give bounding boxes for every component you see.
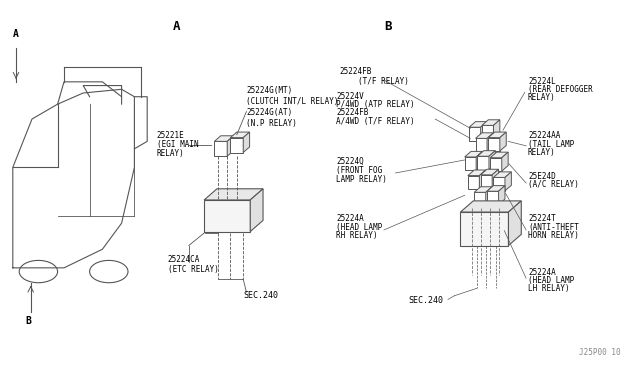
Text: A: A xyxy=(173,20,180,33)
Polygon shape xyxy=(227,136,234,156)
Text: 25224V: 25224V xyxy=(336,92,364,100)
Polygon shape xyxy=(477,151,495,156)
Polygon shape xyxy=(482,120,500,125)
Text: (REAR DEFOGGER: (REAR DEFOGGER xyxy=(528,85,593,94)
Polygon shape xyxy=(502,152,508,171)
Text: P/4WD (ATP RELAY): P/4WD (ATP RELAY) xyxy=(336,100,415,109)
Polygon shape xyxy=(487,186,505,191)
Text: RELAY): RELAY) xyxy=(528,93,556,102)
Bar xyxy=(488,138,500,151)
Text: (A/C RELAY): (A/C RELAY) xyxy=(528,180,579,189)
Text: 25224T: 25224T xyxy=(528,214,556,223)
Polygon shape xyxy=(493,120,500,139)
Bar xyxy=(465,157,476,170)
Text: SEC.240: SEC.240 xyxy=(243,291,278,299)
Polygon shape xyxy=(487,133,493,152)
Text: A/4WD (T/F RELAY): A/4WD (T/F RELAY) xyxy=(336,116,415,125)
Text: (ETC RELAY): (ETC RELAY) xyxy=(168,264,218,273)
Text: 25224Q: 25224Q xyxy=(336,157,364,166)
Polygon shape xyxy=(468,170,486,176)
Polygon shape xyxy=(476,133,493,138)
Bar xyxy=(487,191,499,205)
Polygon shape xyxy=(492,169,499,188)
Text: 25224FB: 25224FB xyxy=(336,108,369,117)
Polygon shape xyxy=(486,187,492,206)
Text: (EGI MAIN: (EGI MAIN xyxy=(157,140,198,149)
Text: 25224FB: 25224FB xyxy=(339,67,372,76)
Text: 25224G(AT): 25224G(AT) xyxy=(246,108,292,117)
Polygon shape xyxy=(474,187,492,192)
Text: HORN RELAY): HORN RELAY) xyxy=(528,231,579,240)
Polygon shape xyxy=(505,172,511,191)
Polygon shape xyxy=(465,151,483,157)
Text: B: B xyxy=(384,20,392,33)
Text: RH RELAY): RH RELAY) xyxy=(336,231,378,240)
Polygon shape xyxy=(489,151,495,170)
Text: (N.P RELAY): (N.P RELAY) xyxy=(246,119,297,128)
Polygon shape xyxy=(461,201,521,212)
Text: (HEAD LAMP: (HEAD LAMP xyxy=(336,223,382,232)
Polygon shape xyxy=(230,132,250,138)
Text: (ANTI-THEFT: (ANTI-THEFT xyxy=(528,223,579,232)
Text: 25224A: 25224A xyxy=(528,267,556,276)
Polygon shape xyxy=(493,172,511,177)
Polygon shape xyxy=(469,122,487,127)
Bar xyxy=(214,141,227,156)
Text: J25P00 10: J25P00 10 xyxy=(579,348,621,357)
Text: SEC.240: SEC.240 xyxy=(408,296,444,305)
Polygon shape xyxy=(481,122,487,141)
Polygon shape xyxy=(243,132,250,153)
Polygon shape xyxy=(250,189,263,231)
Text: (FRONT FOG: (FRONT FOG xyxy=(336,166,382,175)
Text: LAMP RELAY): LAMP RELAY) xyxy=(336,174,387,183)
Polygon shape xyxy=(479,170,486,189)
Text: 25224G(MT): 25224G(MT) xyxy=(246,86,292,94)
Bar xyxy=(204,200,250,231)
Text: RELAY): RELAY) xyxy=(157,149,184,158)
Text: (T/F RELAY): (T/F RELAY) xyxy=(358,77,409,86)
Polygon shape xyxy=(500,132,506,151)
Text: 25221E: 25221E xyxy=(157,131,184,140)
Polygon shape xyxy=(481,169,499,175)
Bar xyxy=(482,125,493,139)
Polygon shape xyxy=(476,151,483,170)
Polygon shape xyxy=(490,152,508,158)
Text: B: B xyxy=(26,315,31,326)
Bar xyxy=(468,176,479,189)
Polygon shape xyxy=(499,186,505,205)
Text: (HEAD LAMP: (HEAD LAMP xyxy=(528,276,574,285)
Polygon shape xyxy=(214,136,234,141)
Text: 25224CA: 25224CA xyxy=(168,255,200,264)
Text: 25224AA: 25224AA xyxy=(528,131,561,140)
Bar xyxy=(490,158,502,171)
Polygon shape xyxy=(509,201,521,246)
Bar xyxy=(481,175,492,188)
Text: A: A xyxy=(13,29,19,39)
Bar xyxy=(476,138,487,152)
Text: (TAIL LAMP: (TAIL LAMP xyxy=(528,140,574,149)
Bar xyxy=(474,192,486,206)
Text: 25224A: 25224A xyxy=(336,214,364,223)
Text: (CLUTCH INT/L RELAY): (CLUTCH INT/L RELAY) xyxy=(246,97,339,106)
Bar xyxy=(469,127,481,141)
Polygon shape xyxy=(204,189,263,200)
Text: 25E24D: 25E24D xyxy=(528,171,556,180)
Bar xyxy=(461,212,509,246)
Polygon shape xyxy=(488,132,506,138)
Text: RELAY): RELAY) xyxy=(528,148,556,157)
Bar xyxy=(493,177,505,191)
Text: LH RELAY): LH RELAY) xyxy=(528,284,570,293)
Bar xyxy=(477,156,489,170)
Bar xyxy=(230,138,243,153)
Text: 25224L: 25224L xyxy=(528,77,556,86)
